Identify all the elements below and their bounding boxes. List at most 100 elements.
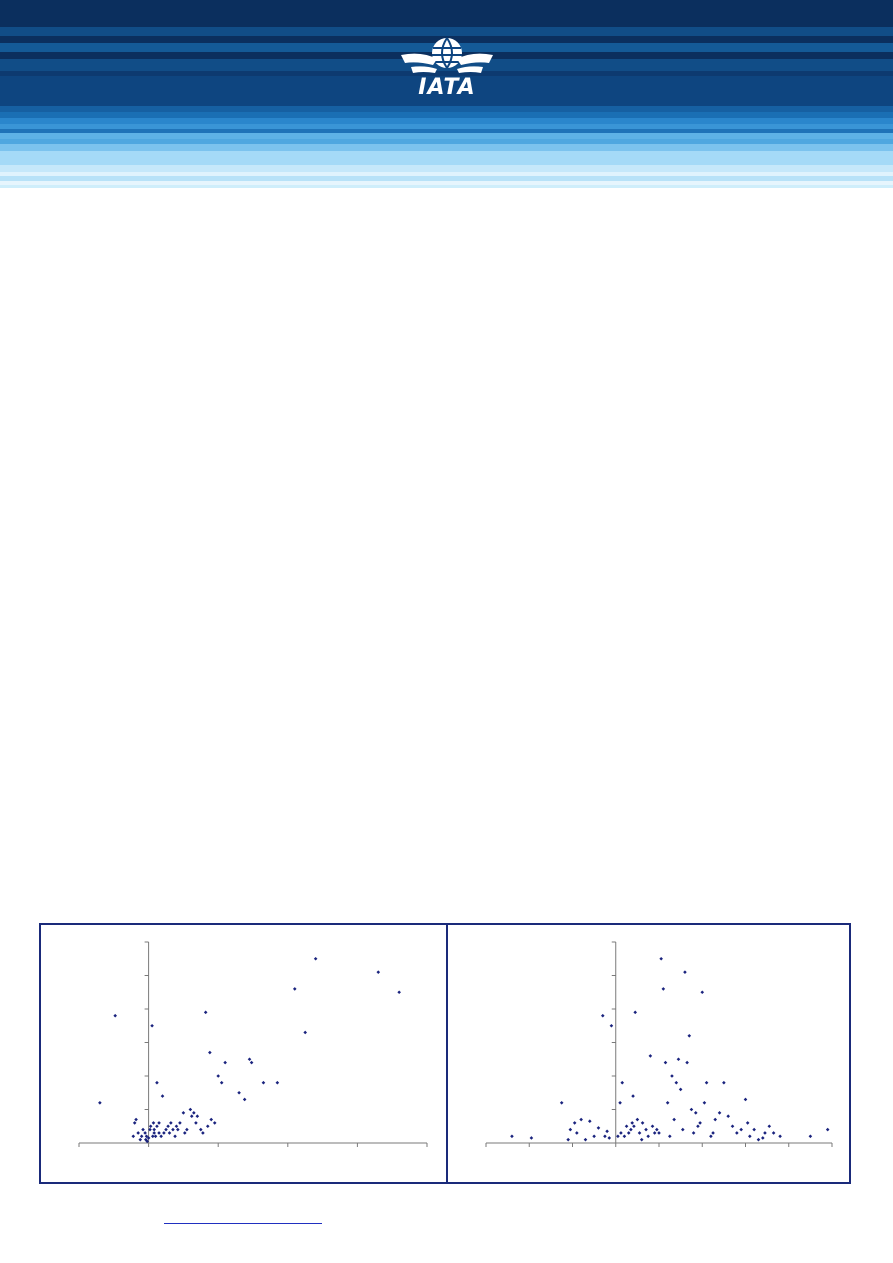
- data-point: [150, 1023, 154, 1028]
- data-point: [735, 1131, 739, 1135]
- data-point: [633, 1010, 638, 1015]
- data-point: [603, 1134, 607, 1139]
- data-point: [98, 1101, 102, 1105]
- data-point: [739, 1127, 743, 1132]
- data-point: [134, 1117, 138, 1122]
- data-point: [223, 1060, 227, 1065]
- data-point: [637, 1131, 642, 1135]
- data-point: [619, 1131, 623, 1135]
- data-point: [275, 1080, 280, 1085]
- data-point: [672, 1117, 676, 1122]
- data-point: [209, 1117, 214, 1122]
- data-point: [632, 1124, 636, 1129]
- data-point: [157, 1121, 161, 1125]
- data-point: [685, 1060, 689, 1065]
- data-point: [657, 1131, 661, 1135]
- data-point: [136, 1131, 140, 1135]
- data-point: [624, 1124, 629, 1129]
- logo-text: IATA: [418, 75, 476, 100]
- data-point: [588, 1119, 592, 1124]
- data-point: [700, 990, 705, 995]
- data-point: [152, 1131, 156, 1135]
- data-point: [174, 1124, 179, 1129]
- data-point: [155, 1124, 159, 1129]
- data-point: [113, 1013, 117, 1018]
- charts-frame: [39, 923, 851, 1184]
- data-point: [713, 1117, 718, 1122]
- data-point: [199, 1127, 203, 1132]
- data-point: [680, 1127, 685, 1132]
- data-point: [702, 1101, 707, 1105]
- data-point: [188, 1107, 193, 1112]
- data-point: [709, 1134, 713, 1139]
- data-point: [164, 1127, 168, 1132]
- data-point: [176, 1127, 180, 1132]
- data-point: [752, 1127, 756, 1132]
- data-point: [157, 1131, 161, 1135]
- data-point: [689, 1107, 694, 1112]
- data-point: [676, 1057, 681, 1062]
- data-point: [605, 1129, 609, 1134]
- data-point: [592, 1134, 596, 1139]
- data-point: [152, 1127, 156, 1132]
- data-point: [568, 1127, 573, 1132]
- data-point: [743, 1097, 748, 1102]
- data-point: [151, 1121, 156, 1125]
- data-point: [237, 1090, 241, 1095]
- data-point: [687, 1034, 692, 1038]
- data-point: [693, 1111, 698, 1115]
- data-point: [261, 1080, 266, 1085]
- data-point: [510, 1134, 514, 1139]
- data-point: [730, 1124, 735, 1129]
- data-point: [212, 1121, 217, 1125]
- data-point: [146, 1136, 151, 1140]
- data-point: [216, 1074, 220, 1078]
- data-point: [181, 1111, 186, 1115]
- data-point: [771, 1131, 776, 1135]
- data-point: [579, 1117, 583, 1122]
- data-point: [655, 1127, 659, 1132]
- data-point: [189, 1114, 194, 1118]
- data-point: [644, 1127, 648, 1132]
- data-point: [691, 1131, 696, 1135]
- data-point: [167, 1131, 172, 1135]
- panel-divider: [446, 925, 448, 1182]
- data-point: [745, 1121, 750, 1125]
- footer-link[interactable]: [164, 1210, 322, 1224]
- data-point: [607, 1136, 612, 1140]
- data-point: [648, 1054, 653, 1058]
- data-point: [618, 1101, 622, 1105]
- data-point: [717, 1111, 722, 1115]
- data-point: [650, 1124, 655, 1129]
- data-point: [652, 1131, 657, 1135]
- header-banner: IATA: [0, 0, 893, 195]
- data-point: [160, 1094, 165, 1098]
- data-point: [696, 1124, 700, 1129]
- header-stripes: [0, 0, 893, 195]
- data-point: [132, 1121, 137, 1125]
- data-point: [659, 956, 663, 961]
- data-point: [155, 1080, 159, 1085]
- data-point: [711, 1131, 715, 1135]
- data-point: [313, 956, 318, 961]
- data-point: [726, 1114, 730, 1118]
- data-point: [626, 1131, 631, 1135]
- scatter-plot-right: [485, 941, 833, 1147]
- data-point: [572, 1121, 577, 1125]
- data-point: [150, 1134, 155, 1139]
- data-point: [139, 1134, 144, 1139]
- data-point: [600, 1013, 605, 1018]
- data-point: [808, 1134, 813, 1139]
- data-point: [153, 1134, 158, 1139]
- data-point: [194, 1121, 198, 1125]
- data-point: [205, 1124, 210, 1129]
- data-point: [159, 1134, 163, 1139]
- data-point: [670, 1074, 674, 1078]
- data-point: [640, 1121, 645, 1125]
- data-point: [148, 1127, 152, 1132]
- data-point: [203, 1010, 208, 1015]
- data-point: [665, 1101, 670, 1105]
- data-point: [173, 1134, 177, 1139]
- data-point: [756, 1137, 761, 1142]
- data-point: [195, 1114, 200, 1118]
